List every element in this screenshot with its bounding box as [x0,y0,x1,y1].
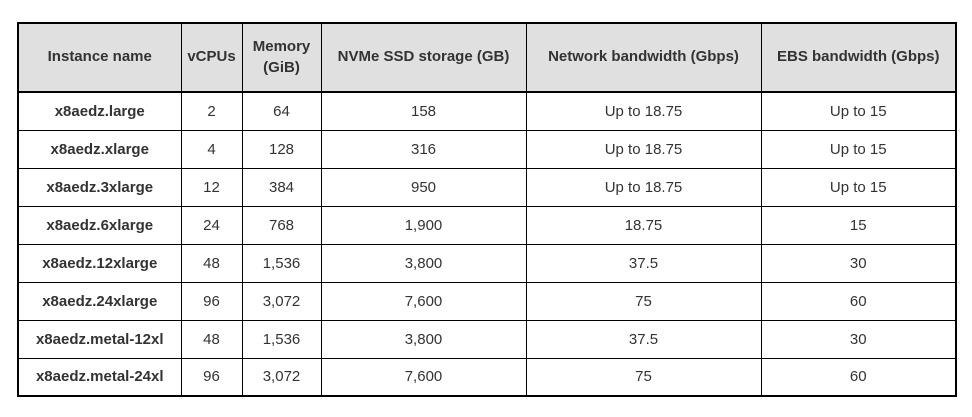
table-cell: 48 [180,243,243,283]
instance-name-cell: x8aedz.12xlarge [17,243,182,283]
table-header: Instance name vCPUs Memory (GiB) NVMe SSD s… [17,22,957,93]
table-cell: 48 [180,319,243,359]
table-cell: 60 [760,357,957,397]
column-header-instance-name: Instance name [17,22,182,93]
table-cell: 128 [241,129,322,169]
table-cell: 3,072 [241,357,322,397]
table-cell: 2 [180,91,243,131]
table-body: x8aedz.large 2 64 158 Up to 18.75 Up to 15 x8a… [17,91,957,397]
instance-name-cell: x8aedz.xlarge [17,129,182,169]
table-cell: 384 [241,167,322,207]
table-cell: 96 [180,281,243,321]
table-cell: 18.75 [525,205,762,245]
table-row: x8aedz.large 2 64 158 Up to 18.75 Up to 15 [17,91,957,131]
table-cell: 4 [180,129,243,169]
table-cell: 15 [760,205,957,245]
table-cell: 75 [525,357,762,397]
instance-specifications-table: Instance name vCPUs Memory (GiB) NVMe SSD s… [17,22,957,397]
table-row: x8aedz.xlarge 4 128 316 Up to 18.75 Up to 15 [17,129,957,169]
table-cell: 950 [320,167,527,207]
table-container: Instance name vCPUs Memory (GiB) NVMe SSD s… [17,22,957,397]
table-row: x8aedz.12xlarge 48 1,536 3,800 37.5 30 [17,243,957,283]
table-cell: 1,900 [320,205,527,245]
table-row: x8aedz.6xlarge 24 768 1,900 18.75 15 [17,205,957,245]
instance-name-cell: x8aedz.metal-24xl [17,357,182,397]
table-cell: Up to 18.75 [525,167,762,207]
table-row: x8aedz.metal-12xl 48 1,536 3,800 37.5 30 [17,319,957,359]
instance-name-cell: x8aedz.3xlarge [17,167,182,207]
table-cell: 3,800 [320,319,527,359]
table-cell: 37.5 [525,319,762,359]
header-row: Instance name vCPUs Memory (GiB) NVMe SSD s… [17,22,957,93]
column-header-network-bandwidth-gbps: Network bandwidth (Gbps) [525,22,762,93]
table-cell: 30 [760,243,957,283]
table-cell: 64 [241,91,322,131]
table-cell: 3,800 [320,243,527,283]
instance-name-cell: x8aedz.24xlarge [17,281,182,321]
column-header-memory-gib: Memory (GiB) [241,22,322,93]
column-header-ebs-bandwidth-gbps: EBS bandwidth (Gbps) [760,22,957,93]
table-cell: Up to 15 [760,167,957,207]
instance-name-cell: x8aedz.large [17,91,182,131]
column-header-nvme-ssd-storage-gb: NVMe SSD storage (GB) [320,22,527,93]
table-cell: 1,536 [241,319,322,359]
table-cell: 316 [320,129,527,169]
table-cell: 12 [180,167,243,207]
instance-name-cell: x8aedz.6xlarge [17,205,182,245]
table-cell: 24 [180,205,243,245]
table-cell: 30 [760,319,957,359]
table-cell: 1,536 [241,243,322,283]
table-cell: 158 [320,91,527,131]
table-cell: 7,600 [320,357,527,397]
instance-name-cell: x8aedz.metal-12xl [17,319,182,359]
table-row: x8aedz.metal-24xl 96 3,072 7,600 75 60 [17,357,957,397]
table-cell: Up to 18.75 [525,91,762,131]
column-header-vcpus: vCPUs [180,22,243,93]
table-cell: 7,600 [320,281,527,321]
table-cell: 3,072 [241,281,322,321]
table-cell: 37.5 [525,243,762,283]
table-cell: 96 [180,357,243,397]
table-cell: 768 [241,205,322,245]
table-row: x8aedz.24xlarge 96 3,072 7,600 75 60 [17,281,957,321]
table-cell: 60 [760,281,957,321]
table-cell: 75 [525,281,762,321]
table-cell: Up to 15 [760,129,957,169]
table-cell: Up to 18.75 [525,129,762,169]
table-cell: Up to 15 [760,91,957,131]
table-row: x8aedz.3xlarge 12 384 950 Up to 18.75 Up to 1… [17,167,957,207]
